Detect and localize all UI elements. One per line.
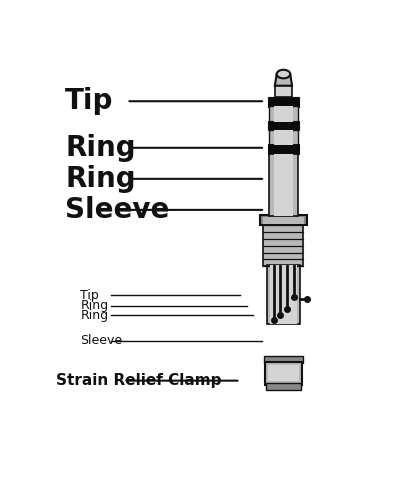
Bar xyxy=(275,86,292,97)
Text: Strain Relief Clamp: Strain Relief Clamp xyxy=(56,373,221,388)
Bar xyxy=(274,154,293,216)
Text: Sleeve: Sleeve xyxy=(80,334,123,347)
Ellipse shape xyxy=(277,70,290,78)
Text: Tip: Tip xyxy=(65,87,114,115)
Bar xyxy=(268,97,299,107)
Bar xyxy=(269,154,298,216)
Bar xyxy=(269,130,298,145)
Bar xyxy=(269,106,298,122)
Bar xyxy=(274,130,293,145)
Bar xyxy=(260,215,306,225)
Text: Ring: Ring xyxy=(80,308,108,322)
Text: Ring: Ring xyxy=(65,165,136,193)
Text: Ring: Ring xyxy=(80,299,108,312)
Text: Sleeve: Sleeve xyxy=(65,196,170,224)
Bar xyxy=(264,225,303,266)
Bar xyxy=(268,121,299,131)
Bar xyxy=(264,356,303,363)
Bar xyxy=(263,217,304,224)
Bar xyxy=(268,144,299,154)
Bar xyxy=(268,365,299,382)
Polygon shape xyxy=(275,74,292,86)
Text: Tip: Tip xyxy=(80,289,99,302)
Bar xyxy=(270,266,297,325)
Bar xyxy=(266,266,301,325)
Text: Ring: Ring xyxy=(65,134,136,162)
Bar xyxy=(274,106,293,122)
Bar xyxy=(265,362,302,385)
Bar xyxy=(266,384,301,391)
